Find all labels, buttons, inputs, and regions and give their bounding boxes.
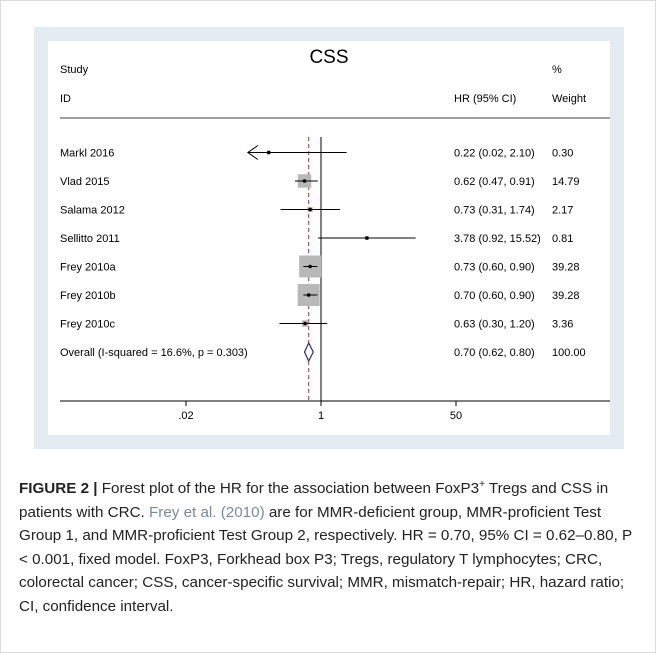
study-label: Frey 2010a: [60, 262, 117, 274]
study-weight-text: 0.30: [552, 148, 573, 160]
study-weight-text: 0.81: [552, 233, 573, 245]
header-hr: HR (95% CI): [454, 93, 516, 105]
plot-area: CSS Study ID HR (95% CI)% Weight Markl 2016 0.…: [48, 41, 610, 435]
study-label: Markl 2016: [60, 148, 114, 160]
study-weight-text: 14.79: [552, 176, 580, 188]
study-hr-text: 3.78 (0.92, 15.52): [454, 233, 541, 245]
caption-sup: +: [479, 478, 485, 490]
study-point: [308, 264, 312, 269]
x-tick-label: .02: [178, 410, 193, 422]
overall-hr-text: 0.70 (0.62, 0.80): [454, 347, 535, 359]
study-point: [306, 293, 311, 297]
study-hr-text: 0.63 (0.30, 1.20): [454, 319, 535, 331]
overall-weight-text: 100.00: [552, 347, 586, 359]
study-label: Vlad 2015: [60, 176, 110, 188]
study-point: [302, 179, 307, 183]
plot-background: CSS Study ID HR (95% CI)% Weight Markl 2016 0.…: [34, 27, 624, 449]
header-study: Study: [60, 64, 89, 76]
study-weight-text: 39.28: [552, 262, 580, 274]
caption-text-2: Tregs and CSS in patients with CRC.: [19, 480, 609, 521]
study-hr-text: 0.62 (0.47, 0.91): [454, 176, 535, 188]
study-label: Frey 2010b: [60, 290, 116, 302]
study-weight-text: 39.28: [552, 290, 580, 302]
overall-label: Overall (I-squared = 16.6%, p = 0.303): [60, 347, 248, 359]
study-point: [308, 207, 312, 212]
forest-plot: CSS Study ID HR (95% CI)% Weight Markl 2016 0.…: [60, 47, 610, 422]
study-hr-text: 0.70 (0.60, 0.90): [454, 290, 535, 302]
study-point: [303, 321, 307, 326]
study-ci-arrow: [246, 145, 259, 160]
study-hr-text: 0.73 (0.60, 0.90): [454, 262, 535, 274]
study-label: Sellitto 2011: [60, 233, 120, 245]
caption-text-1: Forest plot of the HR for the associatio…: [97, 480, 480, 497]
caption-citation-link[interactable]: Frey et al. (2010): [148, 503, 265, 521]
caption-text-3: are for MMR-deficient group, MMR-profici…: [19, 503, 632, 615]
study-hr-text: 0.73 (0.31, 1.74): [454, 205, 535, 217]
x-tick-label: 50: [450, 410, 462, 422]
study-point: [365, 236, 369, 240]
header-weight: Weight: [552, 93, 586, 105]
overall-diamond: [303, 341, 314, 363]
figure-caption: FIGURE 2 | Forest plot of the HR for the…: [19, 477, 639, 618]
x-tick-label: 1: [318, 410, 324, 422]
study-label: Salama 2012: [60, 205, 125, 217]
caption-lead: FIGURE 2 |: [19, 480, 98, 497]
study-hr-text: 0.22 (0.02, 2.10): [454, 148, 535, 160]
study-label: Frey 2010c: [60, 319, 116, 331]
study-weight-text: 3.36: [552, 319, 573, 331]
study-weight-text: 2.17: [552, 205, 573, 217]
header-id: ID: [60, 93, 71, 105]
study-point: [266, 150, 271, 155]
chart-title: CSS: [309, 47, 348, 68]
header-percent: %: [552, 64, 562, 76]
